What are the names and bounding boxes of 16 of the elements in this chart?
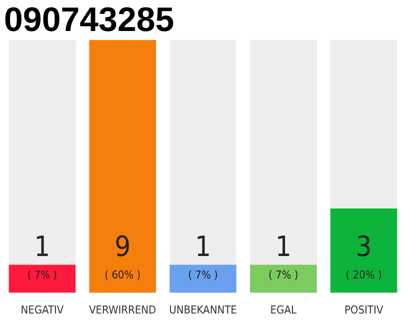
annotation: ( 60% ) [104,268,141,282]
chart-title: 090743285 [3,0,176,40]
annotation: ( 7% ) [27,268,58,282]
data-label: 3 [356,230,372,264]
x-tick-label: POSITIV [344,303,384,316]
x-tick-label: VERWIRREND [89,303,157,316]
data-label: 1 [275,230,292,264]
annotation: ( 7% ) [188,268,218,282]
data-label: 9 [114,230,131,264]
annotation: ( 20% ) [346,268,382,282]
data-label: 1 [34,230,50,264]
data-label: 1 [194,230,212,264]
annotation: ( 7% ) [268,268,298,282]
x-tick-label: EGAL [270,303,297,316]
x-tick-label: NEGATIV [20,303,64,316]
x-tick-label: UNBEKANNTE [169,303,237,316]
